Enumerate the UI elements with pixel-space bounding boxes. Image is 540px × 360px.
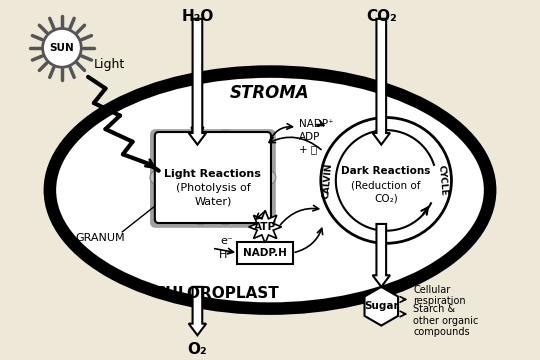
FancyArrow shape <box>188 19 206 145</box>
FancyArrow shape <box>373 224 390 287</box>
Text: Light Reactions: Light Reactions <box>165 168 261 179</box>
Text: e⁻: e⁻ <box>220 237 233 246</box>
Text: Water): Water) <box>194 197 232 207</box>
Circle shape <box>241 138 255 152</box>
Circle shape <box>256 189 270 202</box>
Text: ADP: ADP <box>299 132 320 142</box>
Text: Dark Reactions: Dark Reactions <box>341 166 431 176</box>
Circle shape <box>219 130 232 144</box>
Text: + Ⓟ: + Ⓟ <box>299 144 317 154</box>
FancyArrow shape <box>373 19 390 145</box>
Text: (Reduction of: (Reduction of <box>352 180 421 190</box>
Circle shape <box>262 171 276 184</box>
Text: SUN: SUN <box>50 43 75 53</box>
Circle shape <box>256 153 270 166</box>
Text: (Photolysis of: (Photolysis of <box>176 183 250 193</box>
Text: H⁺: H⁺ <box>219 250 234 260</box>
Text: Cellular
respiration: Cellular respiration <box>413 285 466 306</box>
Text: STROMA: STROMA <box>230 84 310 102</box>
Text: CHLOROPLAST: CHLOROPLAST <box>154 286 279 301</box>
Text: CYCLE: CYCLE <box>436 165 448 196</box>
Circle shape <box>171 138 185 152</box>
FancyBboxPatch shape <box>155 132 271 223</box>
Text: NADP⁺: NADP⁺ <box>299 119 334 129</box>
Circle shape <box>150 171 164 184</box>
Text: ATP: ATP <box>254 222 276 232</box>
FancyBboxPatch shape <box>150 129 276 228</box>
Circle shape <box>241 203 255 217</box>
Circle shape <box>194 211 207 225</box>
Ellipse shape <box>57 78 483 302</box>
Circle shape <box>219 211 232 225</box>
FancyBboxPatch shape <box>237 242 293 264</box>
Text: GRANUM: GRANUM <box>76 234 125 243</box>
Circle shape <box>156 153 169 166</box>
Text: CO₂: CO₂ <box>366 9 397 24</box>
Text: CALVIN: CALVIN <box>322 162 334 199</box>
Circle shape <box>194 130 207 144</box>
Circle shape <box>156 189 169 202</box>
Circle shape <box>171 203 185 217</box>
Text: CO₂): CO₂) <box>374 194 398 204</box>
Polygon shape <box>364 287 398 325</box>
Text: O₂: O₂ <box>187 342 207 357</box>
Ellipse shape <box>321 117 451 243</box>
Circle shape <box>43 28 82 67</box>
Text: Sugar: Sugar <box>364 301 399 311</box>
Text: Light: Light <box>94 58 125 71</box>
Text: NADP.H: NADP.H <box>243 248 287 258</box>
Polygon shape <box>249 210 282 243</box>
FancyArrow shape <box>188 287 206 335</box>
Text: H₂O: H₂O <box>181 9 214 24</box>
Text: Starch &
other organic
compounds: Starch & other organic compounds <box>413 304 478 337</box>
